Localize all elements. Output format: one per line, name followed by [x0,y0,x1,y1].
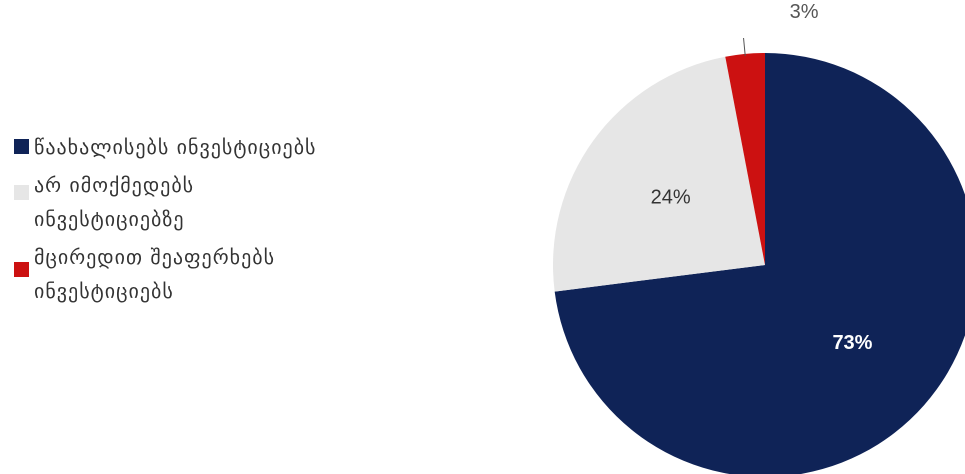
legend-swatch-slightly-hinders [14,262,29,277]
pie-slice-no-effect [553,56,765,292]
legend-label-slightly-hinders: მცირედით შეაფერხებს ინვესტიციებს [34,245,276,303]
pie-slice-slightly-hinders [725,53,765,265]
pie-slice-encourages [554,53,965,474]
legend-swatch-no-effect [14,185,29,200]
legend-item-no-effect: არ იმოქმედებს ინვესტიციებზე [8,168,408,236]
legend-label-encourages: წაახალისებს ინვესტიციებს [34,135,317,159]
data-label-slightly-hinders: 3% [790,1,819,23]
legend: წაახალისებს ინვესტიციებს არ იმოქმედებს ი… [8,130,408,312]
legend-label-no-effect: არ იმოქმედებს ინვესტიციებზე [34,173,195,231]
legend-item-encourages: წაახალისებს ინვესტიციებს [8,130,408,164]
legend-item-slightly-hinders: მცირედით შეაფერხებს ინვესტიციებს [8,240,408,308]
legend-swatch-encourages [14,139,29,154]
leader-line-slightly-hinders [743,37,746,56]
data-label-encourages: 73% [832,332,872,354]
data-label-no-effect: 24% [651,186,691,208]
